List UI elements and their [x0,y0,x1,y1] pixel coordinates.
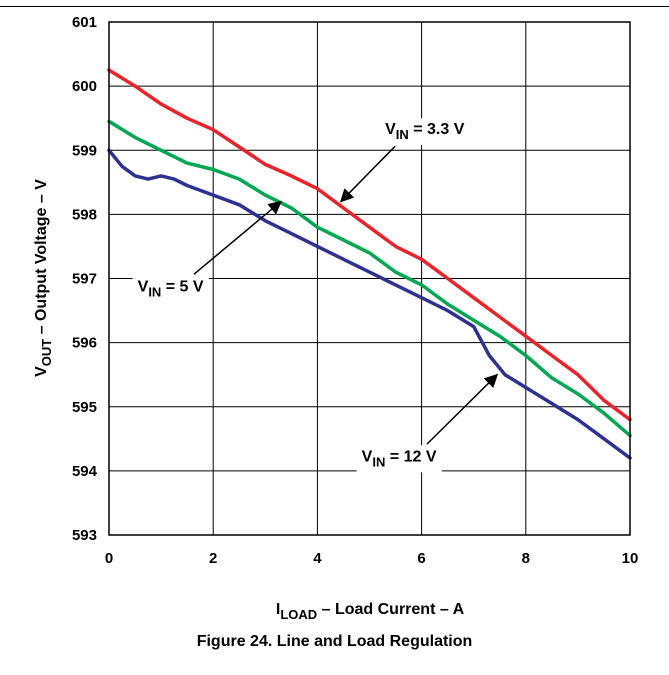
y-tick-label: 594 [72,463,98,480]
annotation-arrow [193,200,282,275]
annotation-label: VIN = 12 V [362,448,437,469]
plot-frame [108,21,631,536]
series-line-2 [107,148,632,460]
x-tick-label: 8 [522,550,530,567]
x-tick-label: 6 [417,550,425,567]
annotation-arrow [426,373,499,445]
y-tick-label: 596 [72,335,97,352]
x-tick-label: 0 [105,550,113,567]
annotations: VIN = 3.3 V VIN = 5 V VIN = 12 V [132,118,499,473]
annotation-background [356,445,442,473]
x-tick-label: 4 [313,550,322,567]
annotation-label: VIN = 5 V [138,278,204,299]
y-tick-label: 595 [72,399,97,416]
y-tick-label: 601 [72,14,97,31]
y-tick-label: 599 [72,142,97,159]
annotation-background [132,275,209,303]
figure-caption: Figure 24. Line and Load Regulation [196,633,473,650]
y-axis-title: VOUT – Output Voltage – V [33,179,54,377]
x-tick-labels: 0 2 4 6 8 10 [105,550,639,567]
annotation-label: VIN = 3.3 V [385,121,465,142]
y-tick-label: 598 [72,206,97,223]
top-rule [0,6,669,7]
annotation-arrow [339,145,396,203]
x-axis-title: ILOAD – Load Current – A [276,601,465,622]
y-tick-label: 600 [72,78,97,95]
y-tick-label: 593 [72,527,97,544]
series-line-0 [107,68,632,422]
series-line-1 [107,119,632,438]
y-tick-label: 597 [72,271,97,288]
x-tick-label: 2 [209,550,217,567]
series-layer [107,68,632,460]
line-chart: 593 594 595 596 597 598 599 600 601 0 2 4 6 8 10 VIN … [33,14,639,622]
annotation-background [380,118,470,146]
x-tick-label: 10 [622,550,639,567]
y-tick-labels: 593 594 595 596 597 598 599 600 601 [72,14,98,544]
